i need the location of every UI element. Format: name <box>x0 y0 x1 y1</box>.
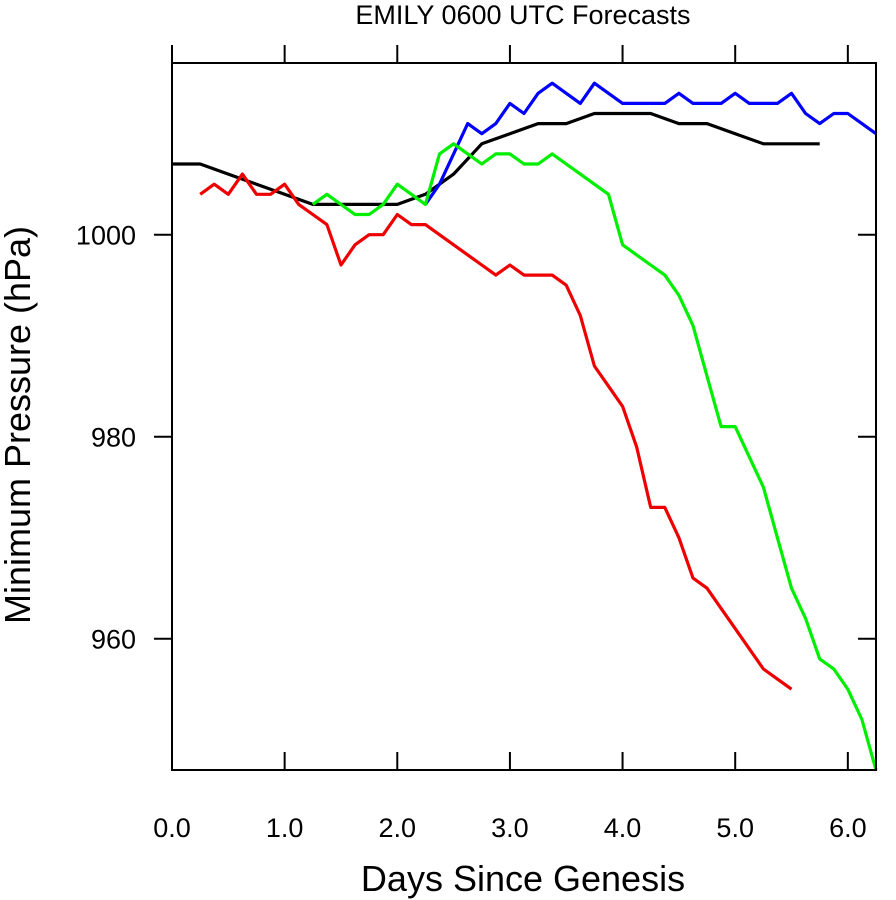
series-line-3 <box>311 142 878 771</box>
x-axis-title: Days Since Genesis <box>361 858 685 899</box>
x-tick-label: 3.0 <box>491 813 529 843</box>
series-line-1 <box>172 111 820 206</box>
plot-frame <box>171 62 877 771</box>
y-axis-title: Minimum Pressure (hPa) <box>0 226 38 624</box>
y-tick-label: 1000 <box>76 221 136 251</box>
series-layer <box>172 81 878 771</box>
axis-layer <box>154 45 877 771</box>
x-tick-label: 4.0 <box>604 813 642 843</box>
tick-label-layer: 0.0 1.0 2.0 3.0 4.0 5.0 6.0 960 980 1000 <box>76 221 867 843</box>
x-tick-label: 5.0 <box>716 813 754 843</box>
x-tick-label: 6.0 <box>829 813 867 843</box>
chart-title: EMILY 0600 UTC Forecasts <box>355 0 690 30</box>
y-tick-label: 960 <box>91 625 136 655</box>
y-tick-label: 980 <box>91 423 136 453</box>
x-tick-label: 1.0 <box>266 813 304 843</box>
series-line-4 <box>199 172 793 691</box>
x-tick-label: 0.0 <box>153 813 191 843</box>
x-tick-label: 2.0 <box>379 813 417 843</box>
series-line-2 <box>424 81 877 206</box>
